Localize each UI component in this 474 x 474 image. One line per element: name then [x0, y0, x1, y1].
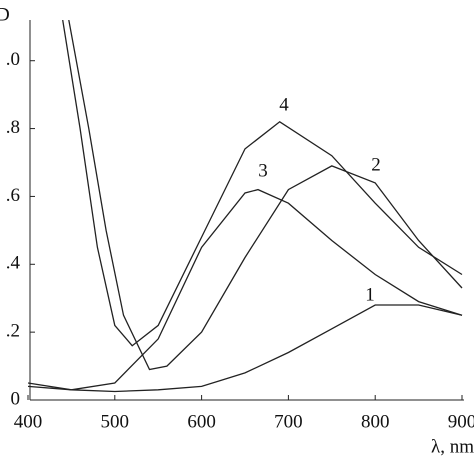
- y-tick-label: 0: [11, 388, 21, 409]
- y-tick-label: .8: [6, 117, 20, 138]
- x-tick-label: 700: [274, 411, 303, 432]
- y-tick-label: .2: [6, 321, 20, 342]
- y-axis-label: D: [0, 4, 10, 25]
- y-tick-label: .4: [6, 253, 21, 274]
- curve-label: 4: [279, 94, 289, 115]
- curve-label: 1: [365, 284, 375, 305]
- y-tick-label: .0: [6, 49, 20, 70]
- series-line: [68, 20, 463, 371]
- y-tick-label: .6: [6, 185, 20, 206]
- series-line: [28, 304, 463, 393]
- x-tick-label: 800: [361, 411, 390, 432]
- series-line: [62, 20, 463, 347]
- x-tick-label: 600: [187, 411, 216, 432]
- x-axis-label: λ, nm: [431, 436, 474, 457]
- curve-label: 3: [258, 160, 268, 181]
- x-tick-label: 400: [14, 411, 43, 432]
- x-tick-label: 500: [101, 411, 130, 432]
- x-tick-label: 900: [448, 411, 474, 432]
- series-line: [28, 188, 463, 391]
- curve-label: 2: [371, 154, 381, 175]
